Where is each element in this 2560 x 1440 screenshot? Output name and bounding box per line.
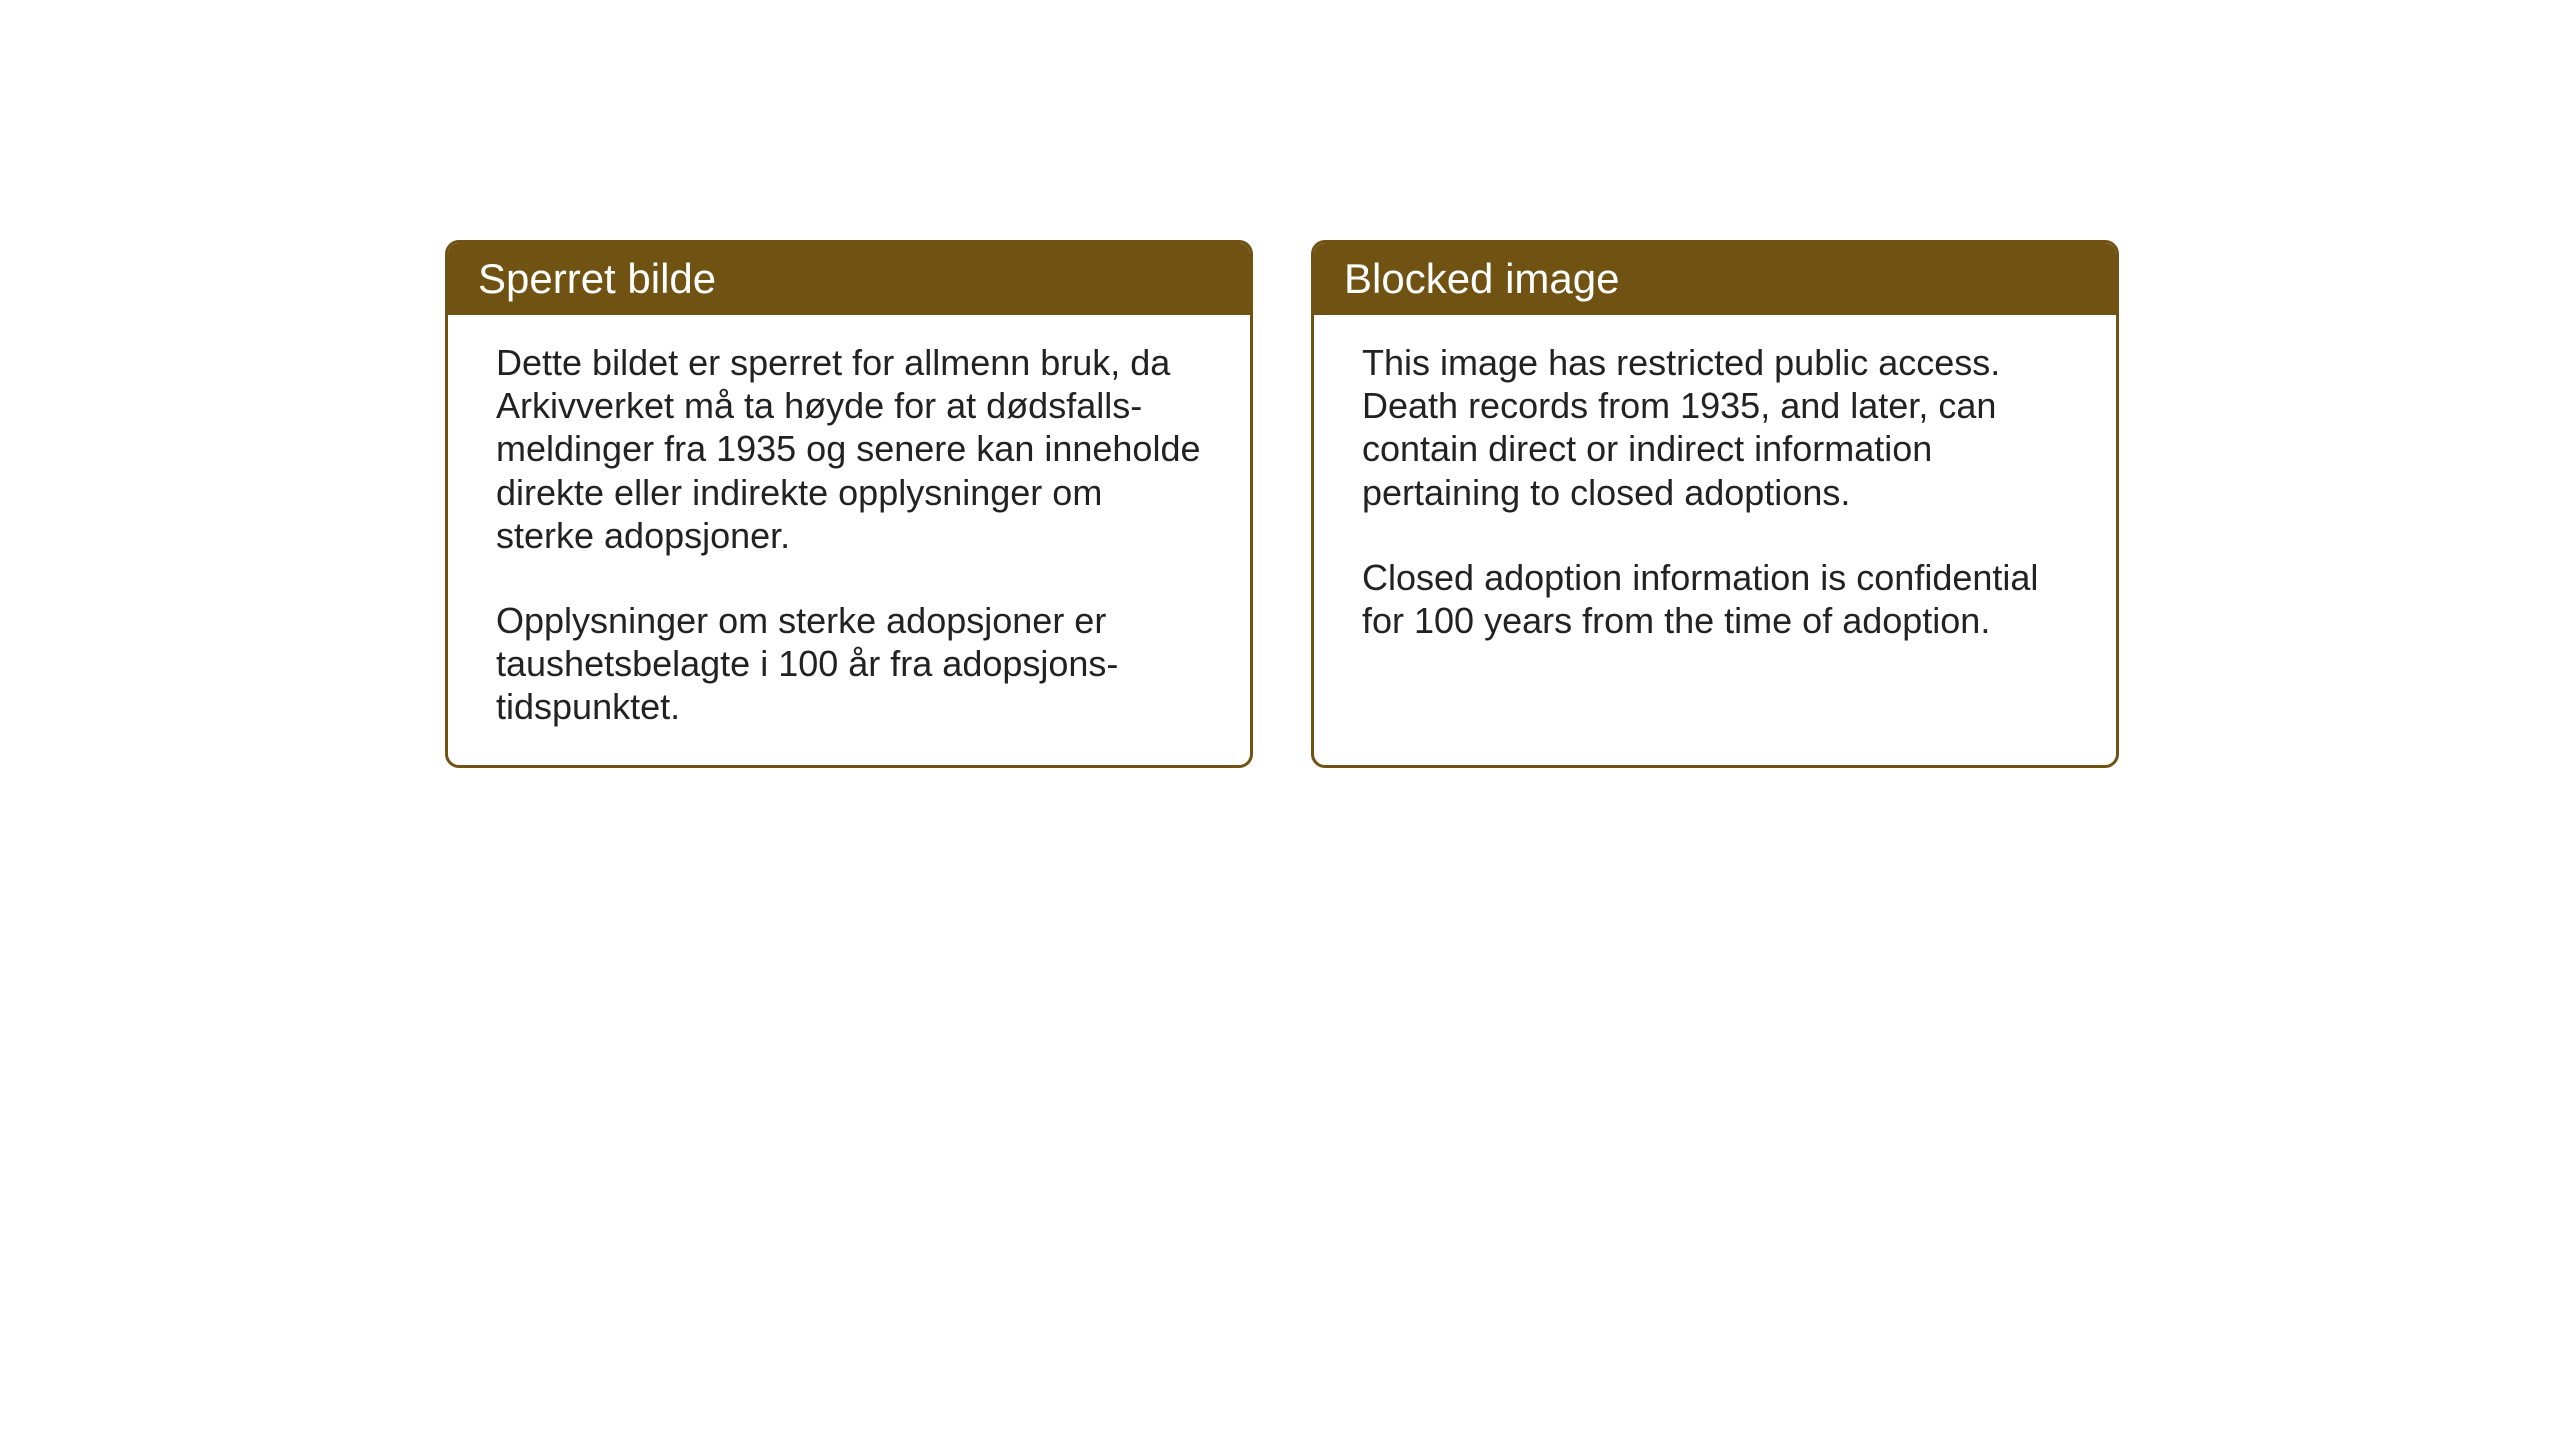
card-header-english: Blocked image [1314, 243, 2116, 315]
paragraph-norwegian-2: Opplysninger om sterke adopsjoner er tau… [496, 599, 1202, 729]
paragraph-english-1: This image has restricted public access.… [1362, 341, 2068, 514]
card-body-english: This image has restricted public access.… [1314, 315, 2116, 763]
cards-container: Sperret bilde Dette bildet er sperret fo… [445, 240, 2560, 768]
card-norwegian: Sperret bilde Dette bildet er sperret fo… [445, 240, 1253, 768]
paragraph-norwegian-1: Dette bildet er sperret for allmenn bruk… [496, 341, 1202, 557]
card-header-norwegian: Sperret bilde [448, 243, 1250, 315]
card-english: Blocked image This image has restricted … [1311, 240, 2119, 768]
paragraph-english-2: Closed adoption information is confident… [1362, 556, 2068, 642]
card-body-norwegian: Dette bildet er sperret for allmenn bruk… [448, 315, 1250, 765]
